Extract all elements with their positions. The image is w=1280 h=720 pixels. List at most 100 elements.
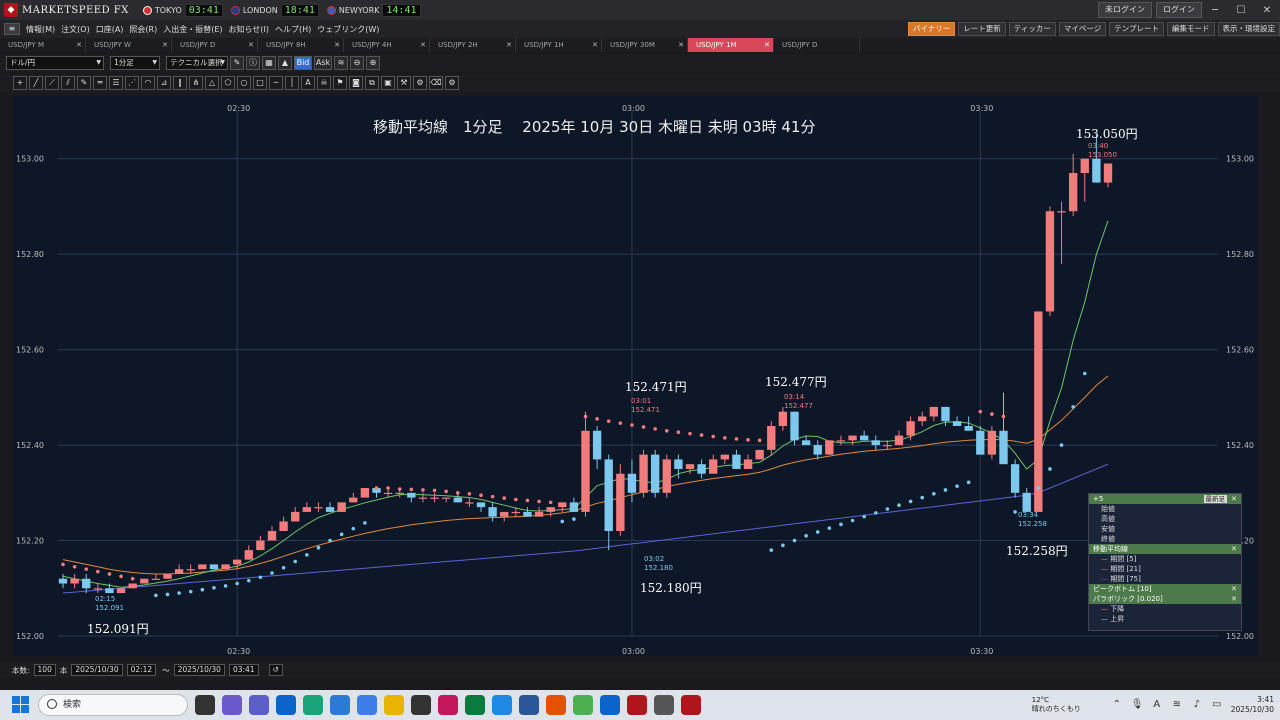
ray-icon[interactable]: ⟋ [45,76,59,90]
close-tab-icon[interactable]: ✕ [334,41,340,49]
pen-icon[interactable]: ✎ [230,56,244,70]
tab-usdjpy-d-2[interactable]: USD/JPY D [774,38,860,52]
copy-icon[interactable]: ⧉ [365,76,379,90]
maximize-icon[interactable]: ☐ [1236,4,1246,16]
settings-icon[interactable]: ⚙ [445,76,459,90]
close-tab-icon[interactable]: ✕ [506,41,512,49]
zoom-out-icon[interactable]: ⊖ [350,56,364,70]
arc-icon[interactable]: ◠ [141,76,155,90]
close-icon[interactable]: ✕ [1231,545,1237,553]
store-icon[interactable] [330,695,350,715]
tab-usdjpy-8h[interactable]: USD/JPY 8H ✕ [258,38,344,52]
text-icon[interactable]: A [301,76,315,90]
wifi-icon[interactable]: ≋ [1172,699,1181,710]
count-field[interactable]: 100 [33,664,56,676]
outlook-icon[interactable] [600,695,620,715]
gann-icon[interactable]: ⊿ [157,76,171,90]
vertical-line-icon[interactable]: │ [285,76,299,90]
teams-icon[interactable] [249,695,269,715]
volume-icon[interactable]: ♪ [1193,699,1200,710]
channel-icon[interactable]: ⫽ [61,76,75,90]
compare-icon[interactable]: ≋ [334,56,348,70]
tab-usdjpy-2h[interactable]: USD/JPY 2H ✕ [430,38,516,52]
circle-icon[interactable]: ○ [237,76,251,90]
candlestick-chart[interactable]: 153.00 153.00 152.80 152.80 152.60 152.60 152.… [13,96,1258,656]
ime-icon[interactable]: A [1153,699,1161,710]
app-icon[interactable] [654,695,674,715]
horizontal-line-icon[interactable]: ─ [269,76,283,90]
pentagon-icon[interactable]: ⬠ [221,76,235,90]
explorer-icon[interactable] [384,695,404,715]
from-date-field[interactable]: 2025/10/30 [71,664,123,676]
tab-usdjpy-30m[interactable]: USD/JPY 30M ✕ [602,38,688,52]
binary-button[interactable]: バイナリー [907,22,956,36]
login-status-button[interactable]: 未ログイン [1098,2,1152,18]
tab-usdjpy-1h[interactable]: USD/JPY 1H ✕ [516,38,602,52]
cycle-icon[interactable]: ‖ [173,76,187,90]
timeframe-select[interactable]: 1分足 [110,56,160,70]
word-icon[interactable] [519,695,539,715]
latest-bar-button[interactable]: 最新足 [1203,495,1227,503]
minimize-icon[interactable]: ─ [1211,4,1219,16]
zoom-in-icon[interactable]: ⊕ [366,56,380,70]
menu-weblink[interactable]: ウェブリンク(W) [317,24,380,34]
flag-icon[interactable]: ⚑ [333,76,347,90]
eraser-icon[interactable]: ⌫ [429,76,443,90]
weather-widget[interactable]: 12°C 晴れのちくもり [1031,696,1081,713]
chart-area[interactable]: 153.00 153.00 152.80 152.80 152.60 152.60 152.… [13,96,1258,656]
windows-start-icon[interactable] [12,696,30,714]
close-icon[interactable]: ✕ [1231,585,1237,593]
tab-usdjpy-4h[interactable]: USD/JPY 4H ✕ [344,38,430,52]
to-date-field[interactable]: 2025/10/30 [173,664,225,676]
edge-icon[interactable] [303,695,323,715]
app-icon[interactable] [492,695,512,715]
close-tab-icon[interactable]: ✕ [162,41,168,49]
close-tab-icon[interactable]: ✕ [764,41,770,49]
crosshair-icon[interactable]: + [13,76,27,90]
tab-usdjpy-1m[interactable]: USD/JPY 1M ✕ [688,38,774,52]
to-time-field[interactable]: 03:41 [228,664,259,676]
template-button[interactable]: テンプレート [1109,22,1164,36]
paste-icon[interactable]: ▣ [381,76,395,90]
chrome-icon[interactable] [573,695,593,715]
camera-icon[interactable]: ◙ [349,76,363,90]
area-chart-icon[interactable]: ▲ [278,56,292,70]
app-icon[interactable] [465,695,485,715]
close-tab-icon[interactable]: ✕ [76,41,82,49]
microphone-icon[interactable]: 🎙 [1130,699,1144,710]
login-button[interactable]: ログイン [1156,2,1202,18]
tab-usdjpy-w[interactable]: USD/JPY W ✕ [86,38,172,52]
battery-icon[interactable]: ▭ [1212,699,1222,710]
skull-icon[interactable]: ☠ [317,76,331,90]
close-icon[interactable]: ✕ [1231,595,1237,603]
people-icon[interactable] [357,695,377,715]
menu-order[interactable]: 注文(O) [61,24,90,34]
technical-select[interactable]: テクニカル選択 [166,56,228,70]
ask-button[interactable]: Ask [314,56,332,70]
menu-help[interactable]: ヘルプ(H) [274,24,312,34]
trendline-icon[interactable]: ╱ [29,76,43,90]
close-tab-icon[interactable]: ✕ [678,41,684,49]
task-view-icon[interactable] [195,695,215,715]
close-icon[interactable]: ✕ [1262,4,1272,16]
menu-info[interactable]: 情報(M) [26,24,56,34]
taskbar-search[interactable]: 検索 [38,694,188,716]
fan-icon[interactable]: ⋰ [125,76,139,90]
from-time-field[interactable]: 02:12 [126,664,157,676]
wrench-icon[interactable]: ⚒ [397,76,411,90]
menu-deposit[interactable]: 入出金・振替(E) [163,24,223,34]
app-icon[interactable] [546,695,566,715]
mypage-button[interactable]: マイページ [1058,22,1107,36]
rectangle-icon[interactable]: □ [253,76,267,90]
currency-pair-select[interactable]: ドル/円 [6,56,104,70]
close-tab-icon[interactable]: ✕ [248,41,254,49]
tab-usdjpy-d[interactable]: USD/JPY D ✕ [172,38,258,52]
fib-icon[interactable]: ☰ [109,76,123,90]
menu-notice[interactable]: お知らせ(I) [228,24,269,34]
ticker-button[interactable]: ティッカー [1008,22,1056,36]
outlook-icon[interactable] [276,695,296,715]
chart-type-icon[interactable]: ▦ [262,56,276,70]
copilot-icon[interactable] [222,695,242,715]
marketspeed-fx-icon[interactable] [681,695,701,715]
hamburger-menu-icon[interactable]: ≡ [4,23,20,35]
